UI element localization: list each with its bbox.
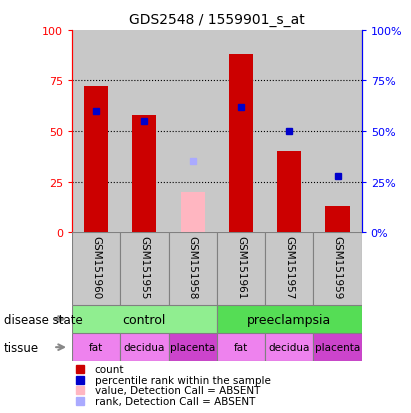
Bar xyxy=(277,152,301,233)
Bar xyxy=(72,305,217,333)
Text: GSM151960: GSM151960 xyxy=(91,235,101,298)
Bar xyxy=(120,31,169,233)
Text: fat: fat xyxy=(234,342,248,352)
Bar xyxy=(313,233,362,305)
Bar xyxy=(169,333,217,361)
Bar xyxy=(132,116,157,233)
Bar xyxy=(120,333,169,361)
Bar xyxy=(72,31,120,233)
Text: disease state: disease state xyxy=(4,313,83,326)
Text: GSM151959: GSM151959 xyxy=(332,235,342,298)
Bar xyxy=(120,233,169,305)
Bar xyxy=(169,31,217,233)
Bar xyxy=(72,333,120,361)
Bar xyxy=(217,31,265,233)
Bar xyxy=(217,233,265,305)
Text: GSM151961: GSM151961 xyxy=(236,235,246,298)
Bar xyxy=(313,31,362,233)
Text: count: count xyxy=(95,364,124,374)
Text: rank, Detection Call = ABSENT: rank, Detection Call = ABSENT xyxy=(95,396,255,406)
Text: decidua: decidua xyxy=(268,342,310,352)
Text: placenta: placenta xyxy=(315,342,360,352)
Text: percentile rank within the sample: percentile rank within the sample xyxy=(95,375,270,385)
Bar xyxy=(217,333,265,361)
Text: decidua: decidua xyxy=(124,342,165,352)
Text: preeclampsia: preeclampsia xyxy=(247,313,331,326)
Bar xyxy=(217,305,362,333)
Bar xyxy=(265,31,313,233)
Bar xyxy=(84,87,108,233)
Text: value, Detection Call = ABSENT: value, Detection Call = ABSENT xyxy=(95,385,260,395)
Bar xyxy=(313,333,362,361)
Text: fat: fat xyxy=(89,342,103,352)
Text: tissue: tissue xyxy=(4,341,39,354)
Bar xyxy=(169,233,217,305)
Text: GSM151955: GSM151955 xyxy=(139,235,149,298)
Text: GSM151957: GSM151957 xyxy=(284,235,294,298)
Bar xyxy=(326,206,350,233)
Bar xyxy=(265,233,313,305)
Title: GDS2548 / 1559901_s_at: GDS2548 / 1559901_s_at xyxy=(129,13,305,27)
Bar xyxy=(229,55,253,233)
Text: GSM151958: GSM151958 xyxy=(188,235,198,298)
Bar xyxy=(180,192,205,233)
Text: control: control xyxy=(122,313,166,326)
Bar xyxy=(72,233,120,305)
Bar xyxy=(265,333,313,361)
Text: placenta: placenta xyxy=(170,342,215,352)
